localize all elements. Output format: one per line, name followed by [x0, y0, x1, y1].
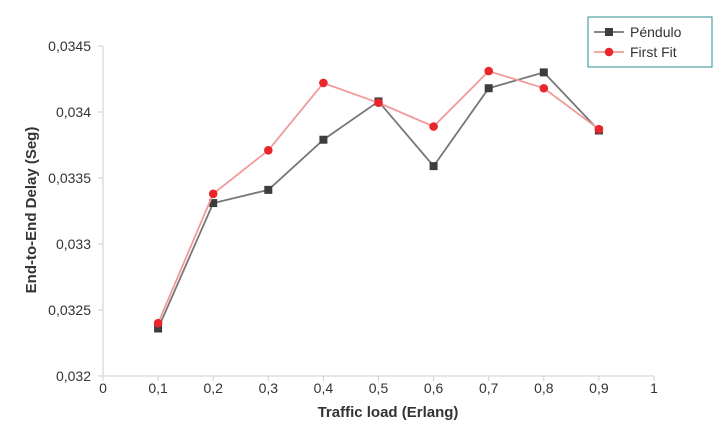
series-layer — [153, 66, 604, 333]
legend-item-first-fit: First Fit — [594, 44, 677, 60]
data-point-pendulo — [484, 84, 493, 93]
legend: Péndulo First Fit — [587, 16, 713, 68]
data-point-pendulo — [539, 68, 548, 77]
x-tick-label: 0,9 — [589, 380, 609, 396]
y-tick-label: 0,0335 — [48, 170, 91, 186]
x-tick-label: 0,5 — [369, 380, 389, 396]
legend-box — [587, 16, 713, 68]
data-point-first-fit — [484, 66, 494, 76]
y-axis-title: End-to-End Delay (Seg) — [23, 127, 40, 294]
legend-marker — [605, 28, 613, 36]
data-point-first-fit — [594, 124, 604, 134]
data-point-pendulo — [319, 135, 328, 144]
x-axis-tick-labels: 0 0,1 0,2 0,3 0,4 0,5 0,6 0,7 0,8 0,9 1 — [99, 380, 658, 396]
x-tick-label: 0,7 — [479, 380, 499, 396]
x-tick-label: 0 — [99, 380, 107, 396]
data-point-first-fit — [264, 145, 273, 155]
data-point-pendulo — [154, 324, 163, 333]
x-axis-ticks — [102, 376, 655, 381]
y-tick-label: 0,0325 — [48, 302, 91, 318]
data-point-first-fit — [153, 318, 163, 328]
y-tick-label: 0,0345 — [48, 38, 91, 54]
x-tick-label: 0,1 — [148, 380, 168, 396]
series-line-first-fit — [157, 70, 600, 324]
x-axis-title: Traffic load (Erlang) — [318, 404, 459, 421]
legend-item-pendulo: Péndulo — [594, 24, 682, 40]
data-point-first-fit — [374, 98, 383, 108]
y-axis-ticks — [98, 45, 103, 377]
x-tick-label: 1 — [650, 380, 658, 396]
y-tick-label: 0,032 — [56, 368, 91, 384]
series-line-pendulo — [157, 71, 600, 329]
y-tick-label: 0,033 — [56, 236, 91, 252]
legend-marker — [604, 47, 614, 57]
data-point-pendulo — [264, 185, 273, 194]
x-tick-label: 0,2 — [203, 380, 223, 396]
series-pendulo — [154, 68, 603, 333]
data-point-pendulo — [209, 199, 218, 208]
data-point-first-fit — [208, 189, 218, 199]
y-tick-label: 0,034 — [56, 104, 91, 120]
legend-label: First Fit — [630, 44, 677, 60]
series-first-fit — [153, 66, 604, 328]
legend-label: Péndulo — [630, 24, 682, 40]
x-tick-label: 0,8 — [534, 380, 554, 396]
data-point-pendulo — [429, 162, 438, 171]
data-point-first-fit — [319, 78, 328, 88]
x-tick-label: 0,4 — [314, 380, 334, 396]
data-point-first-fit — [539, 83, 549, 93]
x-tick-label: 0,3 — [259, 380, 279, 396]
x-tick-label: 0,6 — [424, 380, 444, 396]
y-axis-tick-labels: 0,032 0,0325 0,033 0,0335 0,034 0,0345 — [48, 38, 91, 384]
data-point-first-fit — [429, 122, 438, 131]
